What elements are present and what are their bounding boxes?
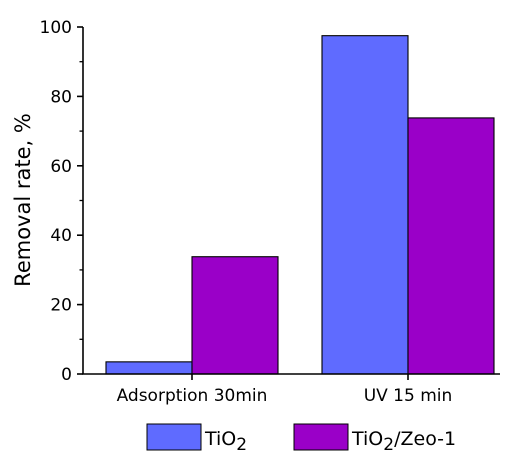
bar-tio2-0	[105, 361, 193, 375]
bar-tio2-zeo-1-0	[191, 256, 279, 375]
y-tick-label: 60	[50, 157, 72, 177]
bars-group	[105, 35, 495, 375]
y-tick-label: 0	[61, 365, 72, 385]
y-tick-label: 80	[50, 87, 72, 107]
y-tick-label: 100	[40, 18, 72, 38]
y-axis-title: Removal rate, %	[11, 113, 35, 287]
legend-label-1: TiO2/Zeo-1	[351, 428, 456, 451]
legend-label-0: TiO2	[204, 428, 247, 451]
x-tick-label: UV 15 min	[364, 386, 453, 406]
legend: TiO2 TiO2/Zeo-1	[146, 423, 456, 451]
bar-tio2-1	[321, 35, 409, 375]
x-ticks-group: Adsorption 30min UV 15 min	[117, 374, 453, 406]
y-tick-label: 40	[50, 226, 72, 246]
legend-swatch-1	[293, 423, 349, 451]
y-ticks-group: 0 20 40 60 80 100	[40, 18, 83, 385]
x-tick-label: Adsorption 30min	[117, 386, 268, 406]
bar-tio2-zeo-1-1	[407, 117, 495, 375]
legend-swatch-0	[146, 423, 202, 451]
y-tick-label: 20	[50, 296, 72, 316]
